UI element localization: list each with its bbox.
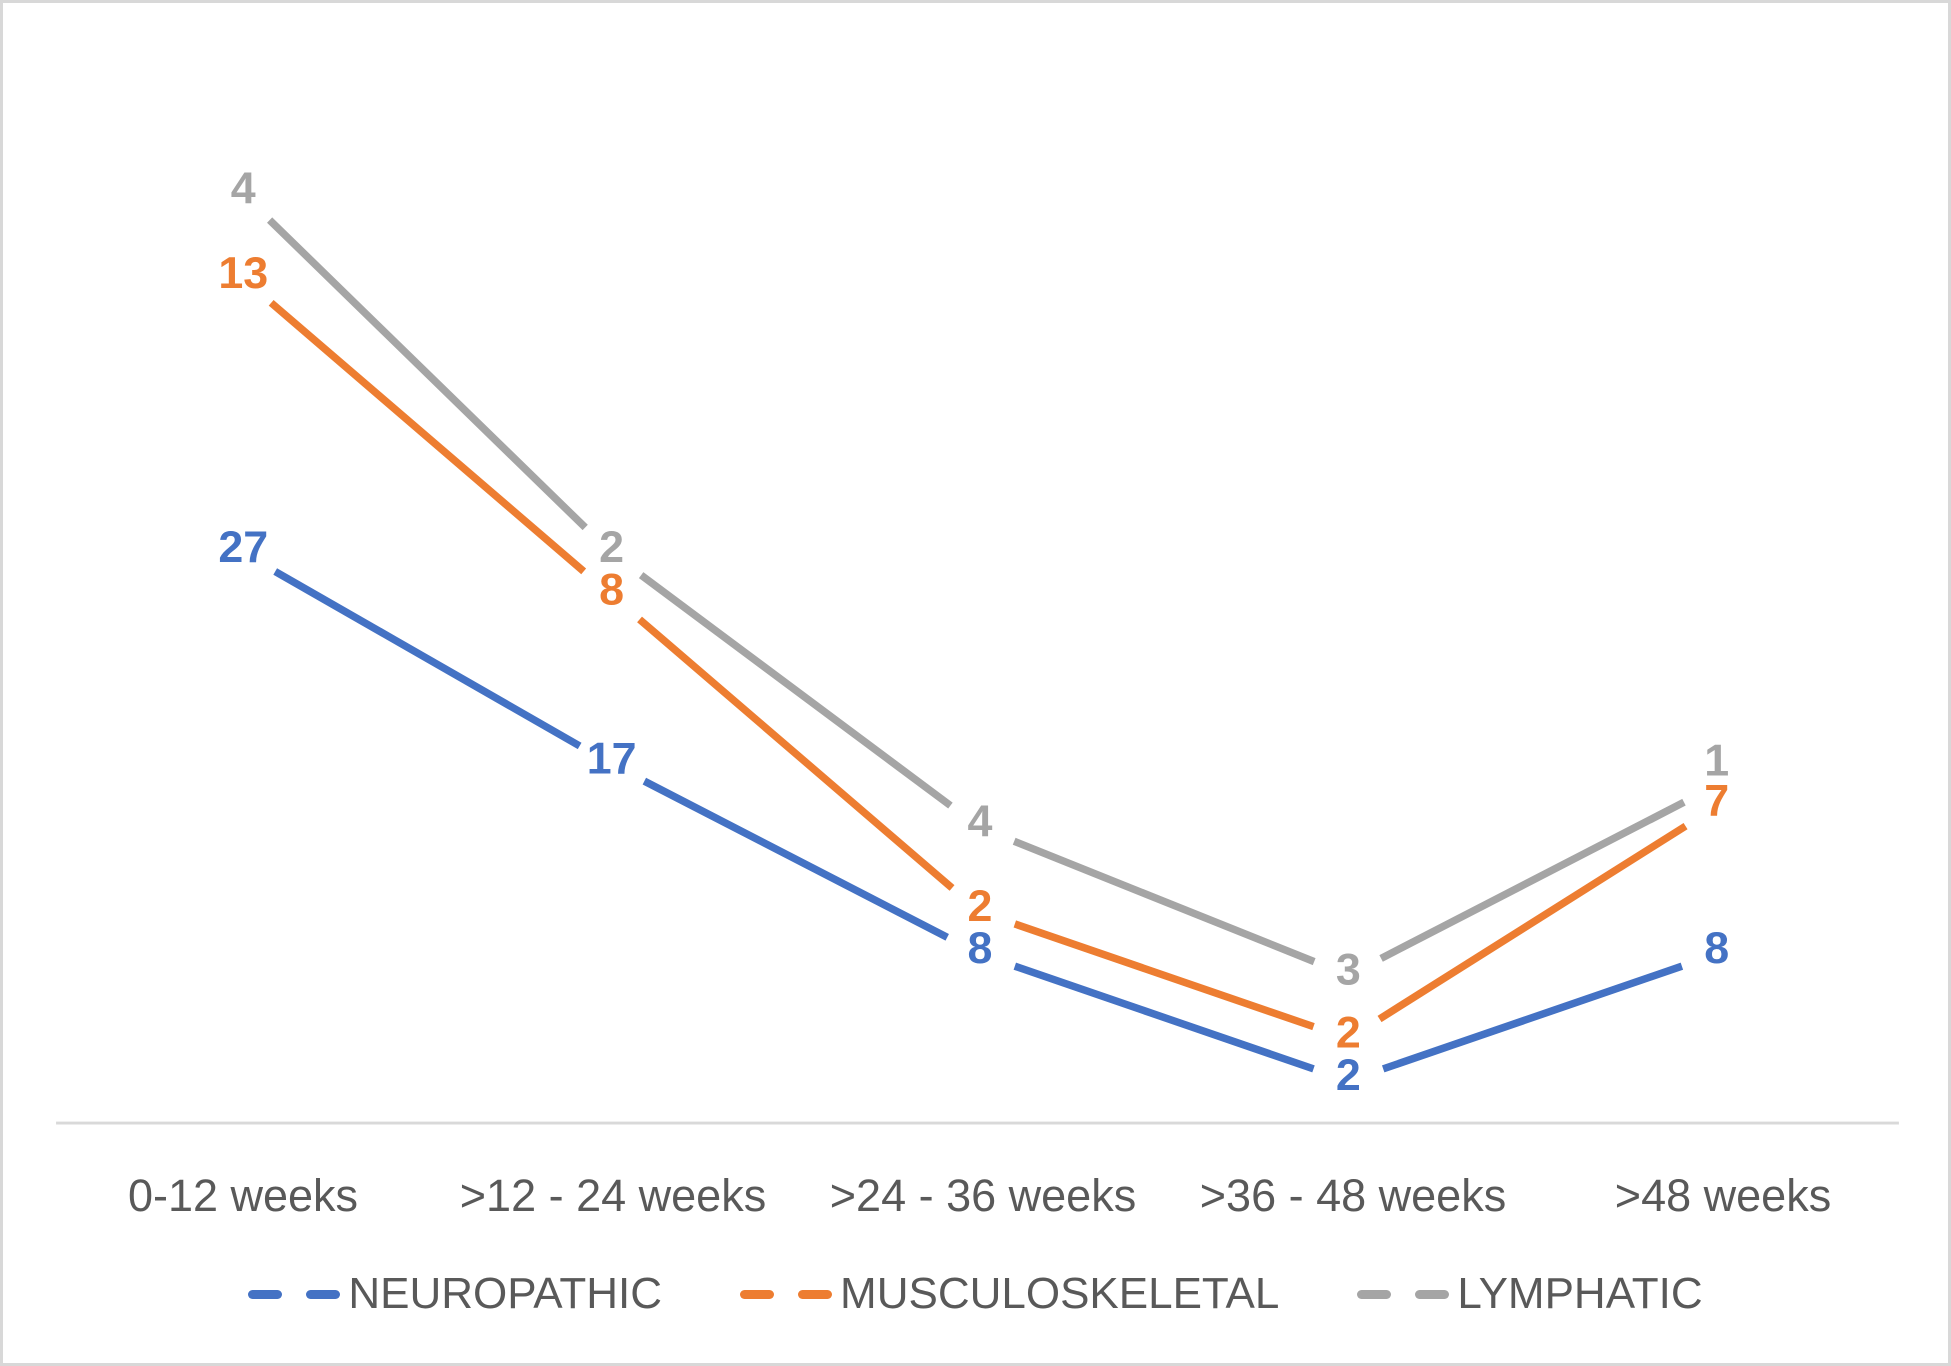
line-segment-lymphatic [638,572,953,809]
data-label-neuropathic: 8 [968,923,993,973]
data-label-musculoskeletal: 7 [1704,775,1729,825]
legend-label: NEUROPATHIC [348,1269,663,1318]
line-segment-neuropathic [273,568,582,750]
data-label-musculoskeletal: 8 [599,564,624,614]
data-label-neuropathic: 17 [587,733,637,783]
legend-dash-icon [1415,1289,1450,1299]
data-label-neuropathic: 27 [218,522,268,572]
data-label-lymphatic: 4 [968,797,993,847]
line-segment-lymphatic [1012,837,1316,966]
legend-item-musculoskeletal: MUSCULOSKELETAL [740,1269,1279,1319]
legend-dash-icon [248,1289,341,1299]
legend-item-neuropathic: NEUROPATHIC [248,1269,662,1319]
data-label-musculoskeletal: 2 [968,881,993,931]
data-label-musculoskeletal: 2 [1336,1008,1361,1058]
legend-dash-icon [798,1289,833,1299]
legend-dash-icon [248,1289,283,1299]
legend-dash-icon [740,1289,833,1299]
data-label-lymphatic: 3 [1336,944,1361,994]
data-label-lymphatic: 1 [1704,736,1729,786]
line-segment-musculoskeletal [637,616,955,891]
line-segment-musculoskeletal [268,299,587,575]
data-label-musculoskeletal: 13 [218,248,268,298]
line-segment-musculoskeletal [1377,822,1688,1023]
legend: NEUROPATHIC MUSCULOSKELETAL LYMPHATIC [3,1269,1948,1319]
legend-dash-icon [1357,1289,1392,1299]
data-label-neuropathic: 8 [1704,923,1729,973]
legend-item-lymphatic: LYMPHATIC [1357,1269,1703,1319]
legend-dash-icon [740,1289,775,1299]
legend-dash-icon [306,1289,341,1299]
legend-label: MUSCULOSKELETAL [840,1269,1280,1318]
legend-label: LYMPHATIC [1457,1269,1703,1318]
line-segment-neuropathic [1013,962,1315,1073]
legend-dash-icon [1357,1289,1450,1299]
line-segment-musculoskeletal [1013,920,1315,1031]
line-segment-lymphatic [1379,798,1686,962]
line-segment-neuropathic [642,777,949,941]
line-segment-lymphatic [267,217,588,531]
data-label-lymphatic: 2 [599,522,624,572]
line-segment-neuropathic [1381,962,1684,1073]
data-label-neuropathic: 2 [1336,1050,1361,1100]
data-label-lymphatic: 4 [231,163,256,213]
